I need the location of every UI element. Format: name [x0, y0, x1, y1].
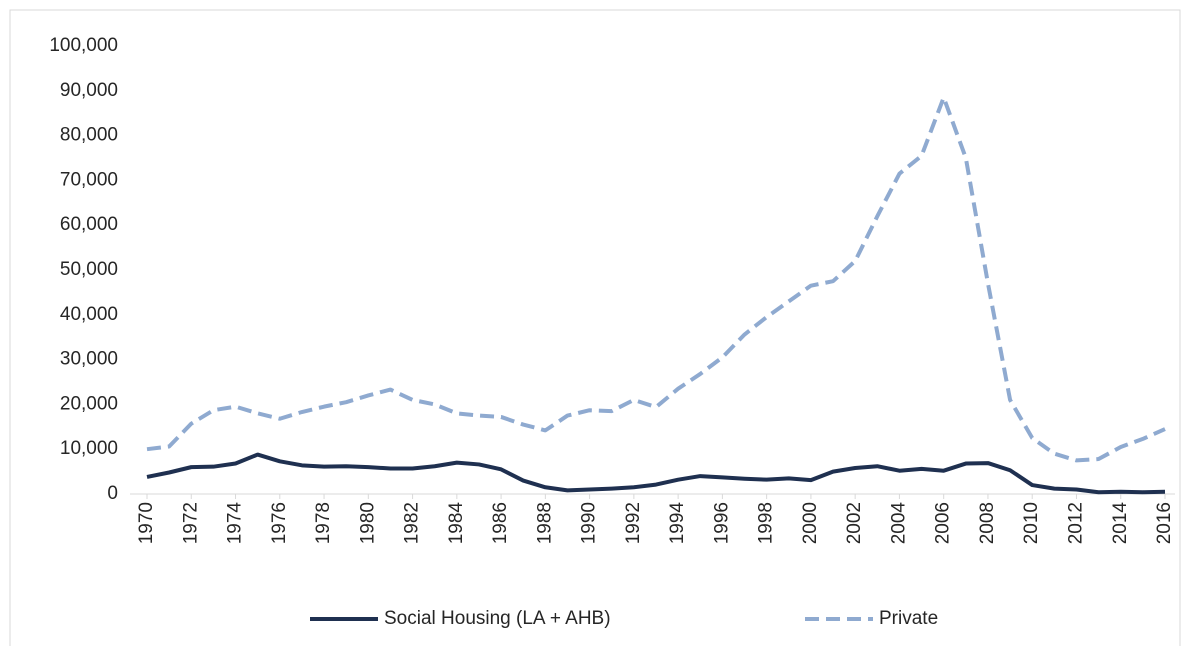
x-tick-label: 1978 — [313, 502, 334, 544]
y-tick-label: 40,000 — [60, 304, 118, 325]
x-tick-label: 2008 — [977, 502, 998, 544]
x-tick-label: 1986 — [490, 502, 511, 544]
legend-label: Private — [879, 608, 938, 629]
y-tick-label: 100,000 — [49, 35, 118, 56]
y-tick-label: 0 — [107, 483, 118, 504]
x-tick-label: 1980 — [357, 502, 378, 544]
y-tick-label: 60,000 — [60, 214, 118, 235]
x-tick-label: 1992 — [623, 502, 644, 544]
y-tick-label: 50,000 — [60, 259, 118, 280]
x-tick-label: 2014 — [1110, 502, 1131, 545]
series-line — [146, 452, 1166, 495]
x-tick-label: 2002 — [844, 502, 865, 544]
x-tick-label: 2004 — [888, 502, 909, 545]
x-tick-label: 2016 — [1154, 502, 1175, 544]
y-tick-label: 80,000 — [60, 125, 118, 146]
x-tick-label: 1972 — [180, 502, 201, 544]
x-tick-label: 1996 — [711, 502, 732, 544]
x-tick-label: 1994 — [667, 502, 688, 545]
x-tick-label: 2000 — [800, 502, 821, 544]
x-tick-label: 1984 — [446, 502, 467, 545]
y-tick-label: 20,000 — [60, 393, 118, 414]
x-tick-label: 1998 — [756, 502, 777, 544]
x-tick-label: 1988 — [534, 502, 555, 544]
x-tick-label: 1970 — [136, 502, 157, 544]
chart-frame — [9, 9, 1181, 646]
y-tick-label: 90,000 — [60, 80, 118, 101]
x-tick-label: 1974 — [225, 502, 246, 545]
x-tick-label: 2010 — [1021, 502, 1042, 544]
y-tick-label: 10,000 — [60, 438, 118, 459]
legend-label: Social Housing (LA + AHB) — [384, 608, 611, 629]
series-line — [146, 95, 1166, 463]
x-tick-label: 2012 — [1065, 502, 1086, 544]
x-tick-label: 2006 — [933, 502, 954, 544]
x-tick-label: 1990 — [579, 502, 600, 544]
y-tick-label: 30,000 — [60, 349, 118, 370]
y-tick-label: 70,000 — [60, 169, 118, 190]
x-tick-label: 1982 — [402, 502, 423, 544]
x-tick-label: 1976 — [269, 502, 290, 544]
